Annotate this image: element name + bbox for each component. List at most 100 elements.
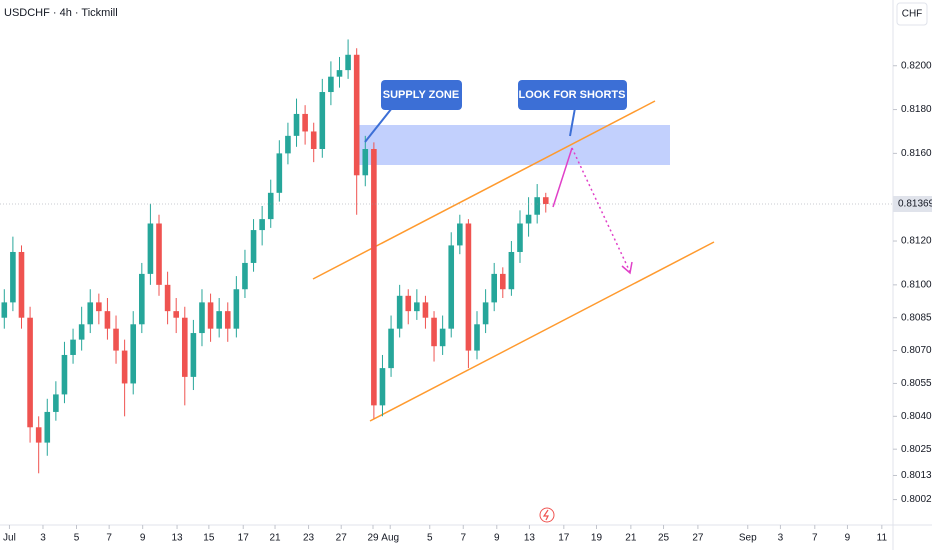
candle-body [457,223,463,246]
candle-body [353,54,360,176]
candle-body [164,284,171,312]
candle-body [156,223,162,285]
candle-body [104,311,111,329]
candle-body [233,289,240,329]
x-tick-label: 13 [524,533,536,544]
x-tick-label: 13 [171,533,183,544]
x-tick-label: 27 [692,533,704,544]
candle-body [474,324,480,351]
candle-body [517,223,523,252]
projection-up [552,147,573,208]
x-tick-label: 11 [877,533,888,544]
candle-body [448,245,455,329]
candle-body [405,295,412,312]
x-tick-label: 29 [367,533,379,544]
x-tick-label: 5 [427,533,433,544]
candle-body [310,131,317,149]
x-tick-label: 25 [658,533,670,544]
x-tick-label: 3 [778,533,784,544]
candle-body [542,197,549,204]
candles [1,39,549,474]
x-tick-label: 7 [812,533,818,544]
x-tick-label: 23 [303,533,315,544]
candle-body [422,302,429,318]
candle-body [216,311,222,329]
candle-body [78,324,85,340]
candle-body [336,70,343,77]
currency-box [896,2,928,26]
x-tick-label: Jul [3,533,16,544]
candle-body [130,324,137,384]
candle-body [259,219,265,231]
candle-body [224,311,231,329]
candle-body [35,427,42,443]
candle-body [482,302,489,325]
annotation: SUPPLY ZONE [383,89,459,101]
callout-pointer [364,107,393,143]
candle-body [371,148,377,406]
candle-body [139,273,145,325]
candle-body [199,302,205,334]
callout-pointer [569,107,576,137]
candle-body [147,223,154,274]
callout-box [518,80,627,110]
candle-body [396,295,403,329]
candle-body [70,339,76,355]
candle-body [491,273,498,303]
candle-body [345,54,351,71]
candle-body [267,192,274,220]
x-tick-label: 17 [238,533,250,544]
x-tick-label: 5 [74,533,80,544]
candle-body [113,328,119,351]
candle-body [534,197,540,215]
candle-body [96,302,102,312]
x-tick-label: 21 [269,533,281,544]
candle-body [465,223,472,351]
candle-body [242,262,248,290]
candle-body [362,148,369,176]
x-tick-label: 9 [845,533,851,544]
event-bolt [542,509,549,521]
candle-body [508,251,515,290]
x-tick-label: Aug [381,533,399,544]
candle-body [181,317,188,377]
candle-body [87,302,94,325]
candle-body [18,251,25,318]
channel-upper [312,100,656,280]
candle-body [414,302,420,312]
candle-body [388,328,394,369]
candle-body [44,411,51,443]
channel-lower [369,241,715,422]
supply-zone [357,125,670,165]
x-tick-label: 27 [336,533,348,544]
last-price-box [893,195,932,212]
x-tick-label: 9 [494,533,500,544]
candle-body [293,113,300,136]
candle-body [328,76,334,93]
arrow-head [621,261,633,275]
x-tick-label: 7 [106,533,112,544]
x-tick-label: 19 [591,533,603,544]
candle-body [302,113,308,132]
callout-box [381,80,462,110]
candle-body [173,311,179,318]
candle-body [431,317,437,347]
candle-body [439,328,446,347]
x-tick-label: 15 [203,533,215,544]
candle-body [276,153,283,193]
candle-body [190,333,197,377]
candle-body [499,273,506,290]
x-tick-label: Sep [739,533,757,544]
candle-body [207,302,214,329]
